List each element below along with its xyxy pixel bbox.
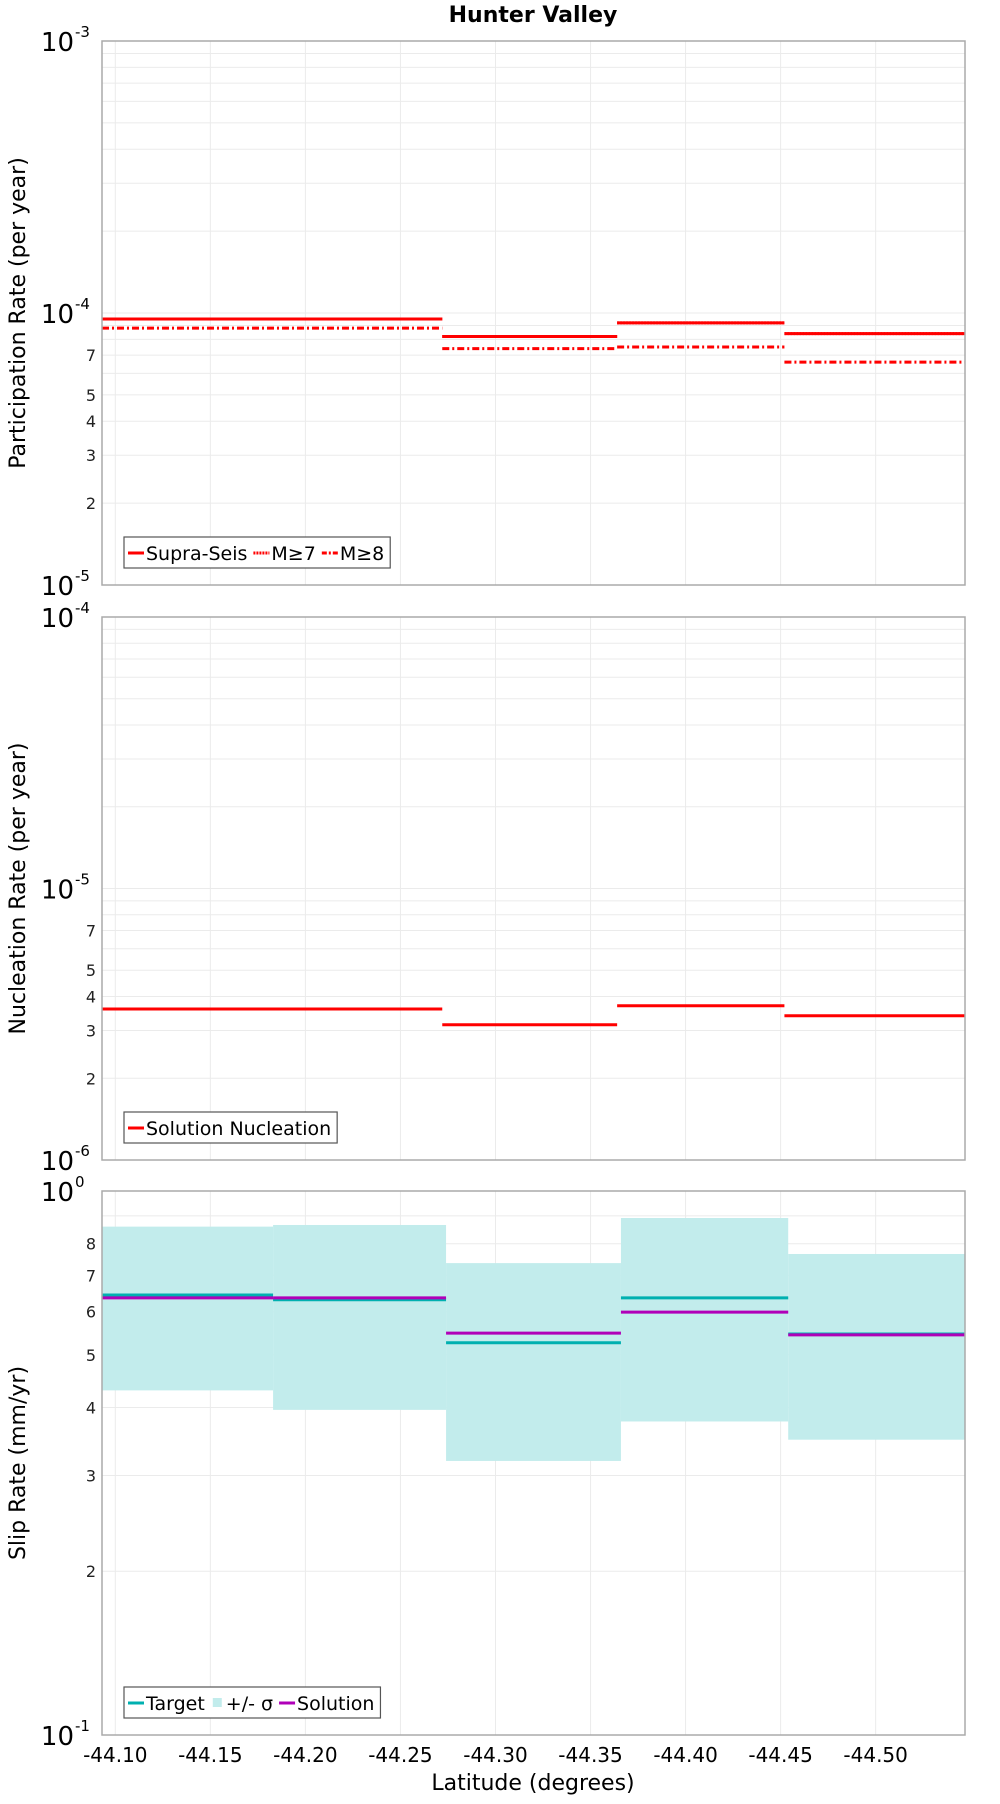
x-tick-label: -44.20: [273, 1743, 337, 1767]
y-tick-exponent: -4: [75, 599, 90, 617]
y-tick-exponent: -4: [75, 295, 90, 313]
legend: Solution Nucleation: [123, 1111, 338, 1144]
y-tick-exponent: 0: [75, 1173, 85, 1191]
plot-frame: [101, 40, 966, 586]
y-minor-tick-label: 5: [86, 386, 96, 405]
x-tick-label: -44.15: [178, 1743, 242, 1767]
y-major-tick-label: 10: [41, 604, 74, 634]
plot-data: [102, 1218, 965, 1461]
y-minor-tick-label: 6: [86, 1303, 96, 1322]
legend-swatch: [212, 1698, 222, 1707]
y-major-tick-label: 10: [41, 1147, 74, 1177]
series-solution: [102, 1296, 965, 1337]
sigma-band: [273, 1224, 447, 1410]
y-tick-exponent: -5: [75, 567, 90, 585]
x-tick-label: -44.40: [653, 1743, 717, 1767]
x-axis: -44.10 -44.15 -44.20 -44.25 -44.30 -44.35 -44.…: [83, 1743, 908, 1767]
y-minor-tick-label: 2: [86, 1562, 96, 1581]
y-major-tick-label: 10: [41, 300, 74, 330]
y-minor-tick-label: 5: [86, 961, 96, 980]
y-minor-tick-label: 5: [86, 1346, 96, 1365]
y-minor-tick-label: 4: [86, 988, 96, 1007]
x-tick-label: -44.30: [463, 1743, 527, 1767]
x-axis-title: Latitude (degrees): [431, 1771, 634, 1796]
y-minor-tick-label: 7: [86, 346, 96, 365]
sigma-band: [788, 1253, 965, 1440]
grid-lines: [102, 617, 965, 1160]
y-major-tick-label: 10: [41, 572, 74, 602]
plot-frame: [101, 616, 966, 1161]
series-solution-nucleation: [102, 1004, 965, 1027]
y-tick-exponent: -5: [75, 871, 90, 889]
y-tick-exponent: -3: [75, 23, 90, 41]
legend: Supra-Seis M≥7 M≥8: [123, 536, 391, 569]
plot-data: [102, 317, 965, 364]
plot-data: [102, 1004, 965, 1027]
x-tick-label: -44.45: [748, 1743, 812, 1767]
legend-label: Target: [145, 1693, 205, 1715]
x-tick-label: -44.25: [368, 1743, 432, 1767]
y-tick-exponent: -1: [75, 1717, 90, 1735]
y-major-tick-label: 10: [41, 28, 74, 58]
series-m-7: [102, 317, 965, 338]
y-minor-tick-label: 4: [86, 412, 96, 431]
series-m-8: [102, 326, 965, 364]
sigma-band: [446, 1263, 621, 1461]
legend-label: Supra-Seis: [146, 543, 247, 565]
y-axis-title: Nucleation Rate (per year): [6, 743, 31, 1035]
plot-frame: [101, 1190, 966, 1736]
sigma-band: [620, 1218, 789, 1422]
y-minor-tick-label: 7: [86, 922, 96, 941]
y-minor-tick-label: 4: [86, 1398, 96, 1417]
sigma-band: [102, 1226, 274, 1391]
y-tick-exponent: -6: [75, 1142, 90, 1160]
legend-label: Solution: [297, 1693, 374, 1715]
y-major-tick-label: 10: [41, 876, 74, 906]
y-minor-tick-label: 3: [86, 446, 96, 465]
legend-label: M≥8: [340, 543, 384, 565]
y-minor-tick-label: 2: [86, 1069, 96, 1088]
chart-title: Hunter Valley: [449, 3, 618, 28]
y-major-tick-label: 10: [41, 1178, 74, 1208]
y-minor-tick-label: 7: [86, 1266, 96, 1285]
x-tick-label: -44.50: [843, 1743, 907, 1767]
y-minor-tick-label: 8: [86, 1235, 96, 1254]
x-tick-label: -44.10: [83, 1743, 147, 1767]
legend: Target +/- σ Solution: [123, 1686, 382, 1719]
y-minor-tick-label: 3: [86, 1021, 96, 1040]
y-minor-tick-label: 2: [86, 494, 96, 513]
grid-lines: [102, 41, 965, 585]
y-axis-title: Slip Rate (mm/yr): [6, 1366, 31, 1560]
y-major-tick-label: 10: [41, 1722, 74, 1752]
y-axis-title: Participation Rate (per year): [6, 157, 31, 469]
x-tick-label: -44.35: [558, 1743, 622, 1767]
y-minor-tick-label: 3: [86, 1466, 96, 1485]
legend-label: M≥7: [271, 543, 315, 565]
legend-label: +/- σ: [226, 1693, 273, 1715]
legend-label: Solution Nucleation: [146, 1118, 331, 1140]
